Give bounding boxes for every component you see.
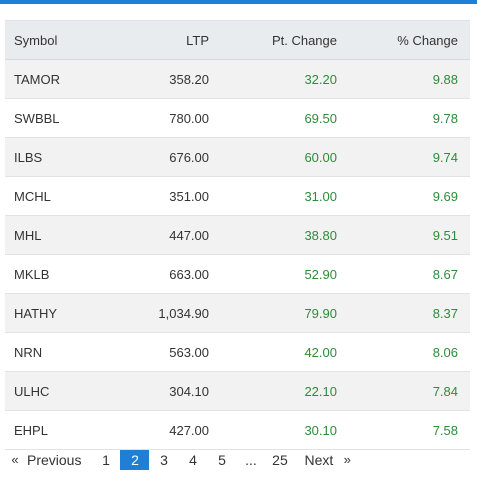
- pagination-ellipsis: ...: [245, 452, 257, 468]
- pct-change-cell: 9.74: [337, 137, 470, 177]
- table-row[interactable]: MHL 447.00 38.80 9.51: [5, 215, 470, 255]
- pt-change-cell: 52.90: [209, 254, 337, 294]
- table-row[interactable]: NRN 563.00 42.00 8.06: [5, 332, 470, 372]
- pt-change-cell: 22.10: [209, 371, 337, 411]
- page-button-1[interactable]: 1: [102, 452, 110, 468]
- pagination: « Previous 1 2 3 4 5 ... 25 Next »: [5, 450, 357, 470]
- page-button-last[interactable]: 25: [272, 452, 288, 468]
- table-row[interactable]: EHPL 427.00 30.10 7.58: [5, 410, 470, 450]
- first-page-icon[interactable]: «: [11, 452, 19, 467]
- ltp-cell: 1,034.90: [125, 293, 209, 333]
- ltp-cell: 351.00: [125, 176, 209, 216]
- symbol-cell[interactable]: HATHY: [5, 293, 125, 333]
- table-header-row: Symbol LTP Pt. Change % Change: [5, 20, 470, 60]
- symbol-cell[interactable]: ULHC: [5, 371, 125, 411]
- ltp-cell: 663.00: [125, 254, 209, 294]
- pct-change-cell: 9.69: [337, 176, 470, 216]
- symbol-cell[interactable]: SWBBL: [5, 98, 125, 138]
- table-row[interactable]: TAMOR 358.20 32.20 9.88: [5, 59, 470, 99]
- column-header-symbol[interactable]: Symbol: [5, 20, 125, 60]
- table-body: TAMOR 358.20 32.20 9.88 SWBBL 780.00 69.…: [5, 59, 470, 450]
- page-button-2-current[interactable]: 2: [120, 450, 150, 470]
- pct-change-cell: 9.88: [337, 59, 470, 99]
- table-row[interactable]: MKLB 663.00 52.90 8.67: [5, 254, 470, 294]
- ltp-cell: 304.10: [125, 371, 209, 411]
- ltp-cell: 447.00: [125, 215, 209, 255]
- page-button-5[interactable]: 5: [218, 452, 226, 468]
- pt-change-cell: 38.80: [209, 215, 337, 255]
- page-button-3[interactable]: 3: [160, 452, 168, 468]
- table-row[interactable]: MCHL 351.00 31.00 9.69: [5, 176, 470, 216]
- pct-change-cell: 9.51: [337, 215, 470, 255]
- last-page-icon[interactable]: »: [343, 452, 351, 467]
- table-row[interactable]: HATHY 1,034.90 79.90 8.37: [5, 293, 470, 333]
- pct-change-cell: 9.78: [337, 98, 470, 138]
- top-gainers-table-container: Symbol LTP Pt. Change % Change TAMOR 358…: [5, 20, 470, 450]
- symbol-cell[interactable]: MHL: [5, 215, 125, 255]
- pct-change-cell: 7.58: [337, 410, 470, 450]
- pt-change-cell: 69.50: [209, 98, 337, 138]
- column-header-pct-change[interactable]: % Change: [337, 20, 470, 60]
- pct-change-cell: 8.67: [337, 254, 470, 294]
- next-page-button[interactable]: Next: [304, 452, 334, 468]
- symbol-cell[interactable]: ILBS: [5, 137, 125, 177]
- symbol-cell[interactable]: TAMOR: [5, 59, 125, 99]
- symbol-cell[interactable]: MKLB: [5, 254, 125, 294]
- top-gainers-table: Symbol LTP Pt. Change % Change TAMOR 358…: [5, 20, 470, 450]
- symbol-cell[interactable]: MCHL: [5, 176, 125, 216]
- pct-change-cell: 8.06: [337, 332, 470, 372]
- ltp-cell: 780.00: [125, 98, 209, 138]
- pt-change-cell: 30.10: [209, 410, 337, 450]
- pt-change-cell: 42.00: [209, 332, 337, 372]
- ltp-cell: 563.00: [125, 332, 209, 372]
- previous-page-button[interactable]: Previous: [27, 452, 82, 468]
- pt-change-cell: 79.90: [209, 293, 337, 333]
- symbol-cell[interactable]: EHPL: [5, 410, 125, 450]
- pt-change-cell: 32.20: [209, 59, 337, 99]
- pct-change-cell: 7.84: [337, 371, 470, 411]
- pt-change-cell: 31.00: [209, 176, 337, 216]
- top-accent-bar: [0, 0, 477, 4]
- table-header: Symbol LTP Pt. Change % Change: [5, 20, 470, 60]
- table-row[interactable]: ILBS 676.00 60.00 9.74: [5, 137, 470, 177]
- pct-change-cell: 8.37: [337, 293, 470, 333]
- page-button-4[interactable]: 4: [189, 452, 197, 468]
- column-header-pt-change[interactable]: Pt. Change: [209, 20, 337, 60]
- table-row[interactable]: SWBBL 780.00 69.50 9.78: [5, 98, 470, 138]
- ltp-cell: 358.20: [125, 59, 209, 99]
- ltp-cell: 676.00: [125, 137, 209, 177]
- ltp-cell: 427.00: [125, 410, 209, 450]
- pt-change-cell: 60.00: [209, 137, 337, 177]
- column-header-ltp[interactable]: LTP: [125, 20, 209, 60]
- table-row[interactable]: ULHC 304.10 22.10 7.84: [5, 371, 470, 411]
- symbol-cell[interactable]: NRN: [5, 332, 125, 372]
